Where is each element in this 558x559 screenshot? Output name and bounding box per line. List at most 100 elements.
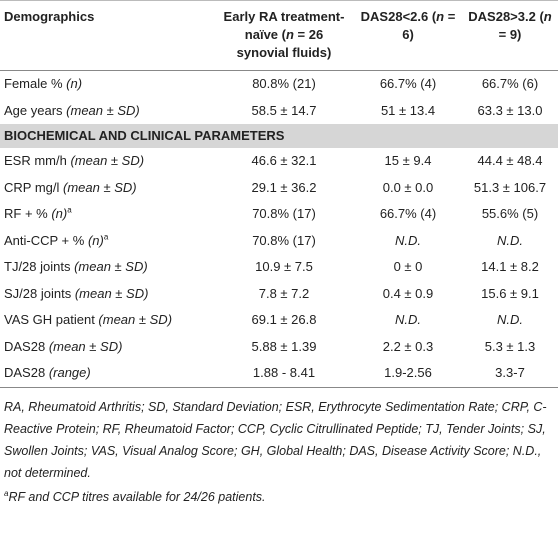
- text-run: Female %: [4, 76, 67, 92]
- cell: 69.1 ± 26.8: [251, 312, 317, 328]
- column-header: Demographics: [0, 0, 214, 71]
- text-run: (mean ± SD): [98, 312, 173, 328]
- text-run: (mean ± SD): [70, 153, 145, 169]
- cell: 1.88 - 8.41: [214, 360, 354, 388]
- text-run: Anti-CCP + %: [4, 232, 88, 248]
- text-run: VAS GH patient: [4, 312, 99, 328]
- cell: N.D.: [395, 232, 421, 248]
- row-label: CRP mg/l (mean ± SD): [0, 175, 214, 202]
- text-run: Demographics: [4, 9, 95, 24]
- row-label: Age years (mean ± SD): [0, 98, 214, 125]
- text-run: (mean ± SD): [63, 179, 137, 195]
- text-run: (n): [51, 206, 68, 222]
- cell: 66.7% (4): [379, 76, 437, 92]
- cell: N.D.: [497, 232, 523, 248]
- cell: 29.1 ± 36.2: [251, 179, 317, 195]
- cell: 66.7% (6): [481, 76, 539, 92]
- cell: 44.4 ± 48.4: [477, 153, 543, 169]
- text-run: = 6): [402, 9, 456, 42]
- text-run: Age years: [4, 102, 67, 118]
- cell: 0.4 ± 0.9: [382, 285, 434, 301]
- text-run: RF + %: [4, 206, 52, 222]
- row-label: DAS28 (range): [0, 360, 214, 388]
- cell: 51 ± 13.4: [380, 102, 436, 118]
- text-run: CRP mg/l: [4, 179, 63, 195]
- cell: 0.0 ± 0.0: [382, 179, 434, 195]
- row-label: SJ/28 joints (mean ± SD): [0, 281, 214, 308]
- text-run: n: [285, 27, 294, 42]
- text-run: (mean ± SD): [48, 338, 123, 354]
- cell: 80.8% (21): [252, 76, 316, 92]
- cell: 63.3 ± 13.0: [477, 102, 543, 118]
- text-run: RA, Rheumatoid Arthritis; SD, Standard D…: [4, 399, 547, 480]
- footnote: RA, Rheumatoid Arthritis; SD, Standard D…: [4, 396, 554, 484]
- data-row: SJ/28 joints (mean ± SD) 7.8 ± 7.2 0.4 ± 0…: [0, 281, 558, 308]
- cell: 15.6 ± 9.1: [481, 285, 539, 301]
- text-run: (n): [66, 76, 83, 92]
- cell: 2.2 ± 0.3: [382, 338, 434, 354]
- header-row: Demographics Early RA treatment-naïve (n …: [0, 0, 558, 71]
- footnotes: RA, Rheumatoid Arthritis; SD, Standard D…: [0, 388, 558, 508]
- section-title: BIOCHEMICAL AND CLINICAL PARAMETERS: [0, 124, 558, 148]
- text-run: DAS28: [4, 338, 49, 354]
- text-run: n: [436, 9, 445, 24]
- superscript: a: [4, 488, 9, 498]
- data-row: TJ/28 joints (mean ± SD) 10.9 ± 7.5 0 ± 0 1…: [0, 254, 558, 281]
- text-run: ESR mm/h: [4, 153, 71, 169]
- text-run: DAS28: [4, 365, 49, 381]
- text-run: (n): [87, 232, 104, 248]
- cell: 14.1 ± 8.2: [481, 259, 539, 275]
- cell: 0 ± 0: [393, 259, 423, 275]
- text-run: SJ/28 joints: [4, 285, 75, 301]
- cell: 5.88 ± 1.39: [251, 338, 317, 354]
- row-label: Female % (n): [0, 71, 214, 98]
- cell: 7.8 ± 7.2: [258, 285, 310, 301]
- data-row: Age years (mean ± SD) 58.5 ± 14.7 51 ± 13.…: [0, 98, 558, 125]
- text-run: RF and CCP titres available for 24/26 pa…: [8, 489, 266, 504]
- row-label: DAS28 (mean ± SD): [0, 334, 214, 361]
- column-header: DAS28<2.6 (n = 6): [354, 0, 462, 71]
- cell: 5.3 ± 1.3: [484, 338, 536, 354]
- text-run: TJ/28 joints: [4, 259, 75, 275]
- column-header: DAS28>3.2 (n = 9): [462, 0, 558, 71]
- cell: 1.9-2.56: [354, 360, 462, 388]
- cell: 15 ± 9.4: [384, 153, 432, 169]
- cell: N.D.: [395, 312, 421, 328]
- superscript: a: [103, 232, 109, 242]
- text-run: DAS28>3.2 (: [468, 9, 544, 24]
- text-run: = 26 synovial fluids): [236, 27, 332, 60]
- data-row: CRP mg/l (mean ± SD) 29.1 ± 36.2 0.0 ± 0.0…: [0, 175, 558, 202]
- cell: 51.3 ± 106.7: [473, 179, 547, 195]
- column-header: Early RA treatment-naïve (n = 26 synovia…: [214, 0, 354, 71]
- cell: 70.8% (17): [252, 232, 316, 248]
- cell: 58.5 ± 14.7: [251, 102, 317, 118]
- row-label: Anti-CCP + % (n)a: [0, 228, 214, 255]
- text-run: (mean ± SD): [66, 102, 140, 118]
- data-row: Female % (n) 80.8% (21) 66.7% (4) 66.7% (6): [0, 71, 558, 98]
- row-label: RF + % (n)a: [0, 201, 214, 228]
- cell: 70.8% (17): [252, 206, 316, 222]
- data-row: RF + % (n)a 70.8% (17) 66.7% (4) 55.6% (5): [0, 201, 558, 228]
- cell: 10.9 ± 7.5: [255, 259, 313, 275]
- cell: 46.6 ± 32.1: [251, 153, 317, 169]
- table-body: Female % (n) 80.8% (21) 66.7% (4) 66.7% (6)…: [0, 71, 558, 388]
- cell: 55.6% (5): [481, 206, 539, 222]
- text-run: (mean ± SD): [74, 285, 149, 301]
- data-row: ESR mm/h (mean ± SD) 46.6 ± 32.1 15 ± 9.4 4…: [0, 148, 558, 175]
- data-row: Anti-CCP + % (n)a 70.8% (17) N.D. N.D.: [0, 228, 558, 255]
- text-run: Early RA treatment-naïve (: [223, 9, 345, 42]
- cell: 66.7% (4): [379, 206, 437, 222]
- data-row: VAS GH patient (mean ± SD) 69.1 ± 26.8 N.D…: [0, 307, 558, 334]
- text-run: = 9): [498, 27, 522, 42]
- footnote: aRF and CCP titres available for 24/26 p…: [4, 486, 554, 508]
- text-run: n: [543, 9, 552, 24]
- table-header: Demographics Early RA treatment-naïve (n …: [0, 0, 558, 71]
- text-run: (range): [48, 365, 91, 381]
- text-run: DAS28<2.6 (: [360, 9, 437, 24]
- row-label: TJ/28 joints (mean ± SD): [0, 254, 214, 281]
- row-label: VAS GH patient (mean ± SD): [0, 307, 214, 334]
- text-run: (mean ± SD): [74, 259, 148, 275]
- row-label: ESR mm/h (mean ± SD): [0, 148, 214, 175]
